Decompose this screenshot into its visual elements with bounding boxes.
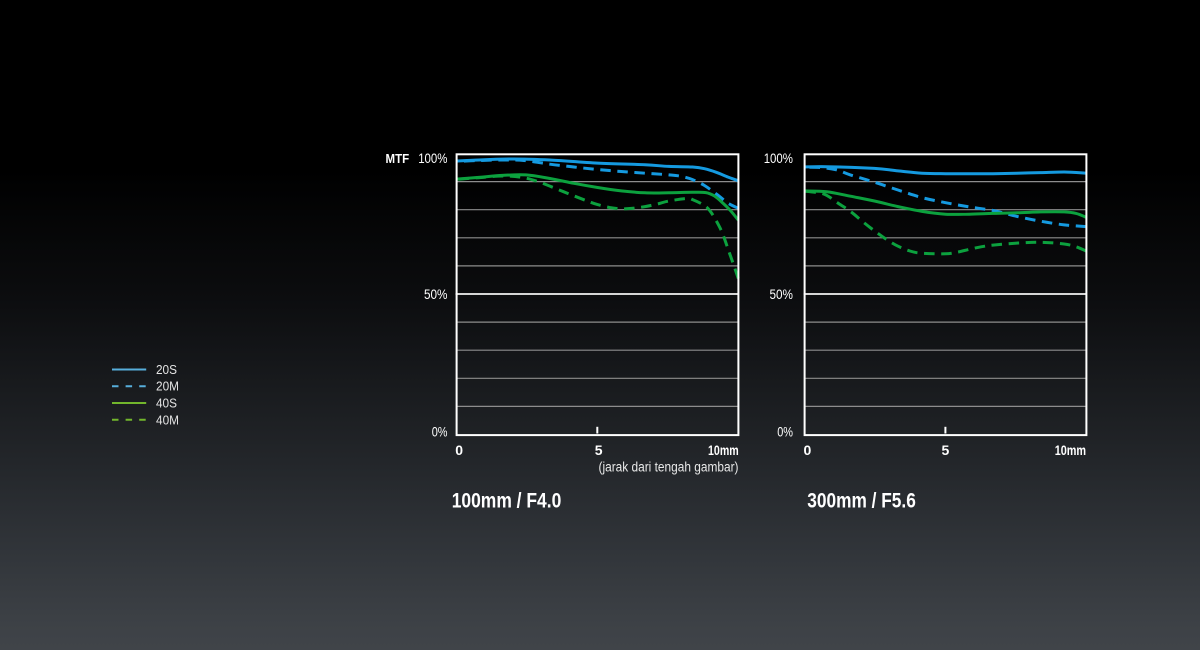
- svg-text:20S: 20S: [156, 362, 177, 377]
- svg-text:0: 0: [455, 442, 463, 458]
- svg-text:MTF: MTF: [386, 152, 410, 166]
- svg-text:0: 0: [804, 442, 812, 458]
- svg-text:100%: 100%: [418, 151, 447, 166]
- svg-text:10mm: 10mm: [708, 442, 739, 458]
- svg-text:50%: 50%: [424, 287, 448, 302]
- svg-text:10mm: 10mm: [1055, 442, 1086, 458]
- svg-text:100%: 100%: [764, 151, 793, 166]
- svg-text:40M: 40M: [156, 412, 179, 427]
- svg-text:5: 5: [595, 442, 603, 458]
- svg-text:100mm / F4.0: 100mm / F4.0: [452, 490, 562, 513]
- svg-text:20M: 20M: [156, 379, 179, 394]
- svg-text:0%: 0%: [777, 425, 793, 440]
- svg-text:5: 5: [942, 442, 950, 458]
- svg-text:300mm / F5.6: 300mm / F5.6: [807, 490, 916, 513]
- svg-text:(jarak dari tengah gambar): (jarak dari tengah gambar): [599, 460, 739, 475]
- svg-text:50%: 50%: [770, 287, 794, 302]
- svg-text:40S: 40S: [156, 396, 177, 411]
- svg-text:0%: 0%: [432, 425, 448, 440]
